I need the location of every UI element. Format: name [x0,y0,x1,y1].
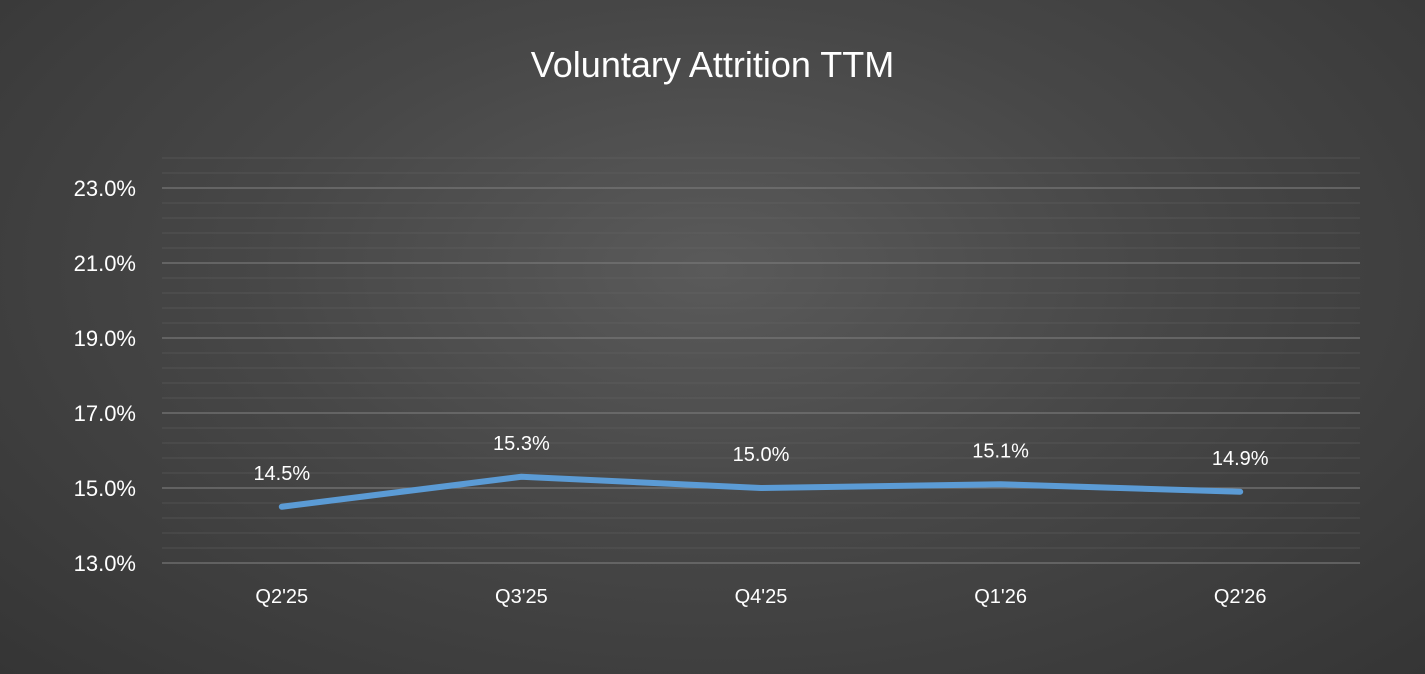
x-tick-label: Q2'25 [255,586,308,608]
data-label: 14.5% [253,463,310,485]
series [278,473,1244,510]
y-tick-label: 19.0% [74,326,136,351]
data-label: 15.3% [493,433,550,455]
y-tick-label: 21.0% [74,251,136,276]
data-label: 14.9% [1212,448,1269,470]
x-tick-label: Q1'26 [974,586,1027,608]
data-label: 15.1% [972,440,1029,462]
x-tick-label: Q4'25 [735,586,788,608]
y-axis: 13.0% 15.0% 17.0% 19.0% 21.0% 23.0% [74,176,136,576]
data-label: 15.0% [733,444,790,466]
grid [162,157,1360,564]
x-tick-label: Q3'25 [495,586,548,608]
y-tick-label: 23.0% [74,176,136,201]
data-labels: 14.5% 15.3% 15.0% 15.1% 14.9% [253,433,1268,485]
chart-title: Voluntary Attrition TTM [530,44,895,85]
series-line [278,473,1244,510]
x-axis: Q2'25 Q3'25 Q4'25 Q1'26 Q2'26 [255,586,1266,608]
y-tick-label: 13.0% [74,551,136,576]
y-tick-label: 15.0% [74,476,136,501]
y-tick-label: 17.0% [74,401,136,426]
x-tick-label: Q2'26 [1214,586,1267,608]
